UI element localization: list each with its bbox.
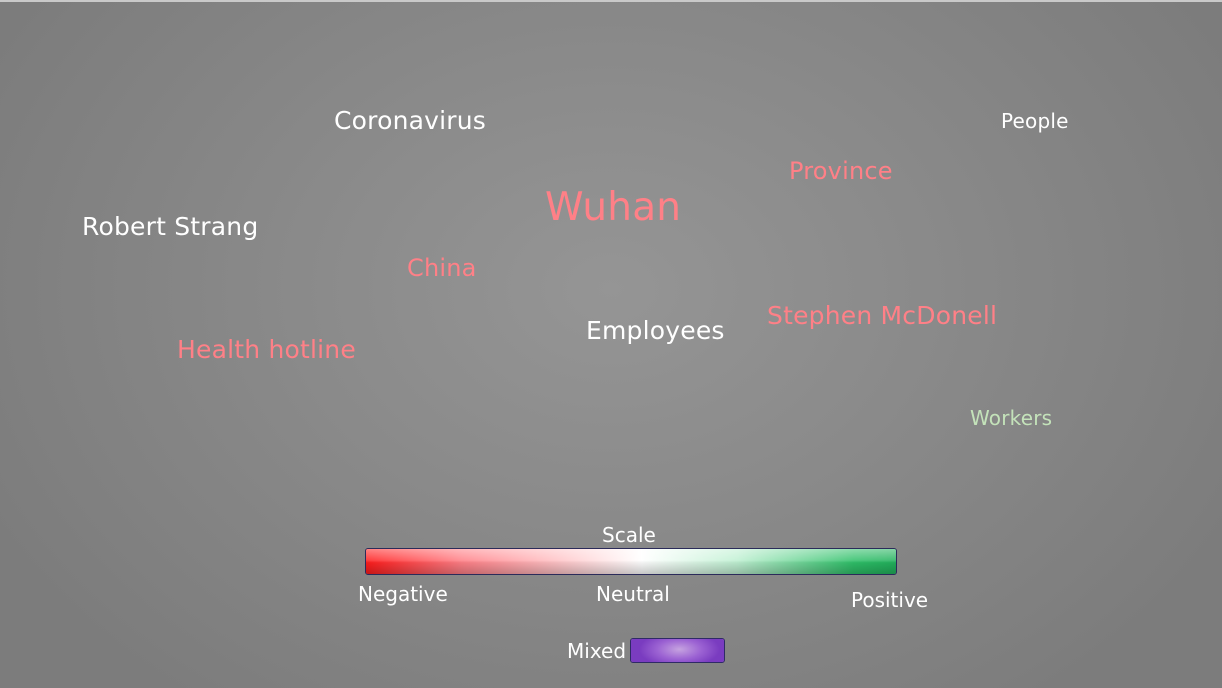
cloud-term-employees[interactable]: Employees (586, 316, 725, 345)
cloud-term-workers[interactable]: Workers (970, 406, 1053, 430)
mixed-swatch (630, 638, 725, 663)
legend-positive-label: Positive (851, 588, 929, 612)
scale-gradient (366, 549, 896, 574)
cloud-term-stephen-mcdonell[interactable]: Stephen McDonell (767, 301, 998, 330)
mixed-gradient (631, 639, 724, 662)
sentiment-scale-bar (365, 548, 897, 575)
scale-gloss (366, 549, 896, 574)
cloud-term-wuhan[interactable]: Wuhan (545, 185, 682, 230)
cloud-term-china[interactable]: China (407, 254, 477, 282)
legend-title: Scale (602, 523, 656, 547)
cloud-term-people[interactable]: People (1001, 109, 1069, 133)
legend-neutral-label: Neutral (596, 582, 670, 606)
cloud-term-coronavirus[interactable]: Coronavirus (334, 106, 487, 135)
legend-mixed-label: Mixed (567, 639, 627, 663)
cloud-term-health-hotline[interactable]: Health hotline (177, 335, 356, 364)
cloud-term-robert-strang[interactable]: Robert Strang (82, 212, 259, 241)
top-divider (0, 0, 1222, 2)
word-cloud: Coronavirus People Province Wuhan Robert… (82, 106, 1069, 430)
cloud-term-province[interactable]: Province (789, 157, 893, 185)
legend-negative-label: Negative (358, 582, 448, 606)
